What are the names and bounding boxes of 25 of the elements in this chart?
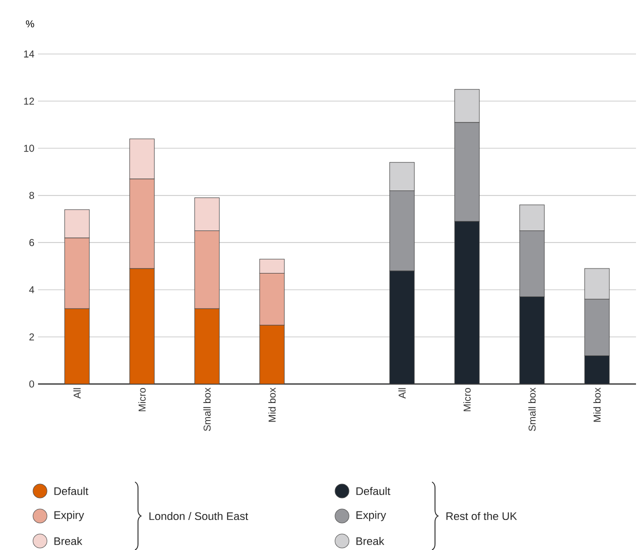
- text: London / South East: [149, 512, 248, 520]
- text: Rest of the UK: [446, 512, 517, 520]
- legend-label: Default: [54, 486, 88, 496]
- y-tick-label: 2: [29, 333, 34, 340]
- y-tick-label: 4: [29, 286, 34, 294]
- x-tick-label: Mid box: [593, 388, 601, 422]
- y-tick-label: 6: [29, 239, 34, 246]
- y-tick-label: 12: [24, 98, 34, 105]
- x-tick-label: Micro: [138, 388, 146, 412]
- y-tick-label: 14: [24, 50, 34, 58]
- x-tick-label: All: [398, 388, 406, 399]
- legend-label: Break: [54, 536, 82, 546]
- legend-label: Break: [356, 536, 384, 546]
- x-tick-label: All: [73, 388, 81, 399]
- y-tick-label: 8: [29, 192, 34, 199]
- x-tick-label: Mid box: [268, 388, 276, 422]
- y-axis-title: %: [26, 20, 34, 28]
- legend-label: Expiry: [356, 510, 386, 522]
- x-tick-label: Small box: [528, 388, 536, 431]
- x-tick-label: Micro: [463, 388, 471, 412]
- y-tick-label: 0: [29, 380, 34, 388]
- legend-label: Default: [356, 486, 390, 496]
- legend-label: Expiry: [54, 510, 84, 522]
- x-tick-label: Small box: [203, 388, 211, 431]
- y-tick-label: 10: [24, 144, 34, 152]
